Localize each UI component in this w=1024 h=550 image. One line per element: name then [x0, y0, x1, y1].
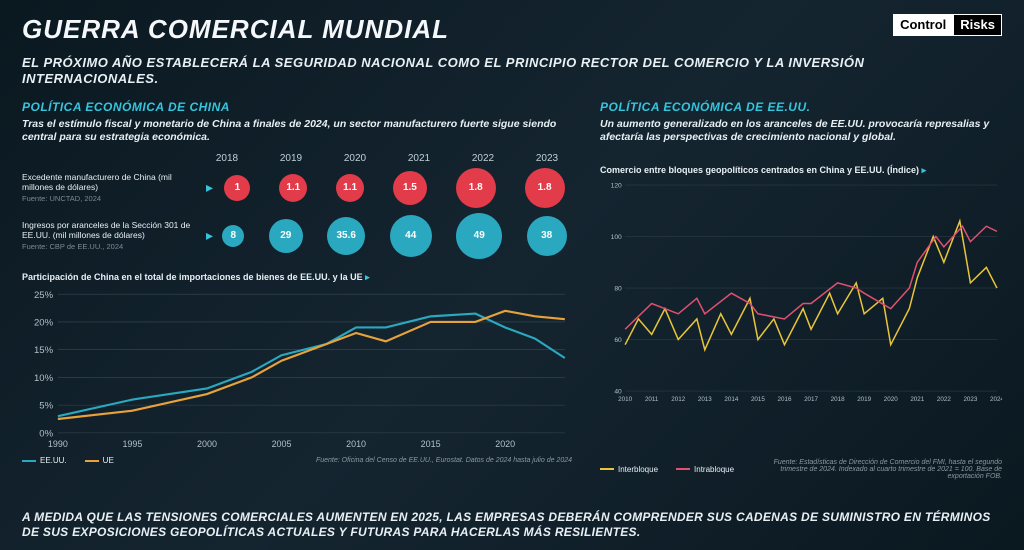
bubble: 38 [527, 216, 567, 256]
bubble: 1.8 [456, 168, 496, 208]
year-label: 2023 [522, 153, 572, 164]
legend-item: Intrabloque [676, 465, 734, 474]
bubble: 1.5 [393, 171, 427, 205]
svg-text:5%: 5% [39, 400, 53, 411]
svg-text:60: 60 [614, 337, 622, 344]
svg-text:2024: 2024 [990, 396, 1002, 403]
bubble: 1 [224, 175, 250, 201]
svg-text:2021: 2021 [910, 396, 924, 403]
right-column: POLÍTICA ECONÓMICA DE EE.UU. Un aumento … [600, 100, 1002, 480]
left-source: Fuente: Oficina del Censo de EE.UU., Eur… [316, 457, 572, 464]
svg-text:2015: 2015 [421, 439, 441, 449]
bubble: 49 [456, 213, 502, 259]
logo-part-b: Risks [953, 14, 1002, 36]
svg-text:2020: 2020 [495, 439, 515, 449]
row1-source: Fuente: UNCTAD, 2024 [22, 194, 194, 203]
page-subtitle: EL PRÓXIMO AÑO ESTABLECERÁ LA SEGURIDAD … [22, 55, 922, 88]
bubble: 35.6 [327, 217, 365, 255]
svg-text:40: 40 [614, 388, 622, 395]
left-legend: EE.UU. UE Fuente: Oficina del Censo de EE… [22, 456, 572, 465]
svg-text:15%: 15% [34, 345, 54, 356]
left-heading: POLÍTICA ECONÓMICA DE CHINA [22, 100, 572, 114]
legend-item: UE [85, 456, 114, 465]
svg-text:2017: 2017 [804, 396, 818, 403]
left-sub: Tras el estímulo fiscal y monetario de C… [22, 118, 572, 145]
bubble-row-1: Excedente manufacturero de China (mil mi… [22, 164, 572, 212]
bubble: 1.8 [525, 168, 565, 208]
svg-text:2010: 2010 [346, 439, 366, 449]
bubble: 44 [390, 215, 432, 257]
right-sub: Un aumento generalizado en los aranceles… [600, 118, 1002, 145]
year-label: 2022 [458, 153, 508, 164]
logo-part-a: Control [893, 14, 953, 36]
right-legend: Interbloque Intrabloque Fuente: Estadísti… [600, 459, 1002, 480]
bubble: 1.1 [336, 174, 364, 202]
brand-logo: Control Risks [893, 14, 1002, 36]
left-line-chart: 0% 5% 10% 15% 20% 25% 1990 1995 2000 2005 2010 2015… [22, 287, 572, 454]
svg-text:120: 120 [611, 182, 622, 189]
footer-text: A MEDIDA QUE LAS TENSIONES COMERCIALES A… [22, 510, 1002, 540]
svg-text:1990: 1990 [48, 439, 68, 449]
svg-text:2005: 2005 [272, 439, 292, 449]
svg-text:2018: 2018 [831, 396, 845, 403]
row2-source: Fuente: CBP de EE.UU., 2024 [22, 242, 194, 251]
arrow-icon: ▸ [202, 227, 217, 244]
bubble-chart: 2018 2019 2020 2021 2022 2023 Excedente manuf… [22, 153, 572, 260]
svg-text:80: 80 [614, 285, 622, 292]
svg-text:20%: 20% [34, 317, 54, 328]
year-label: 2019 [266, 153, 316, 164]
svg-text:2011: 2011 [645, 396, 659, 403]
svg-text:10%: 10% [34, 373, 54, 384]
bubble: 1.1 [279, 174, 307, 202]
svg-text:2023: 2023 [963, 396, 977, 403]
svg-text:2019: 2019 [857, 396, 871, 403]
svg-text:25%: 25% [34, 290, 54, 301]
left-column: POLÍTICA ECONÓMICA DE CHINA Tras el estí… [22, 100, 572, 480]
right-source: Fuente: Estadísticas de Dirección de Com… [752, 459, 1002, 480]
svg-text:0%: 0% [39, 428, 53, 439]
bubble-row-2: Ingresos por aranceles de la Sección 301… [22, 212, 572, 260]
svg-text:2015: 2015 [751, 396, 765, 403]
year-label: 2021 [394, 153, 444, 164]
svg-text:2014: 2014 [724, 396, 738, 403]
svg-text:2020: 2020 [884, 396, 898, 403]
year-label: 2020 [330, 153, 380, 164]
svg-text:2022: 2022 [937, 396, 951, 403]
row1-label: Excedente manufacturero de China (mil mi… [22, 172, 172, 192]
row2-label: Ingresos por aranceles de la Sección 301… [22, 220, 190, 240]
bubble: 8 [222, 225, 244, 247]
svg-text:100: 100 [611, 234, 622, 241]
page-title: GUERRA COMERCIAL MUNDIAL [22, 14, 449, 45]
bubble: 29 [269, 219, 303, 253]
svg-text:1995: 1995 [122, 439, 142, 449]
year-label: 2018 [202, 153, 252, 164]
legend-item: Interbloque [600, 465, 658, 474]
right-chart-title: Comercio entre bloques geopolíticos cent… [600, 165, 1002, 176]
arrow-icon: ▸ [202, 179, 217, 196]
legend-item: EE.UU. [22, 456, 67, 465]
right-heading: POLÍTICA ECONÓMICA DE EE.UU. [600, 100, 1002, 114]
left-line-chart-title: Participación de China en el total de im… [22, 272, 572, 283]
svg-text:2016: 2016 [778, 396, 792, 403]
svg-text:2010: 2010 [618, 396, 632, 403]
svg-text:2013: 2013 [698, 396, 712, 403]
svg-text:2012: 2012 [671, 396, 685, 403]
svg-text:2000: 2000 [197, 439, 217, 449]
right-line-chart: 40 60 80 100 120 2010 2011 2012 2013 2014 2015 2016… [600, 180, 1002, 406]
